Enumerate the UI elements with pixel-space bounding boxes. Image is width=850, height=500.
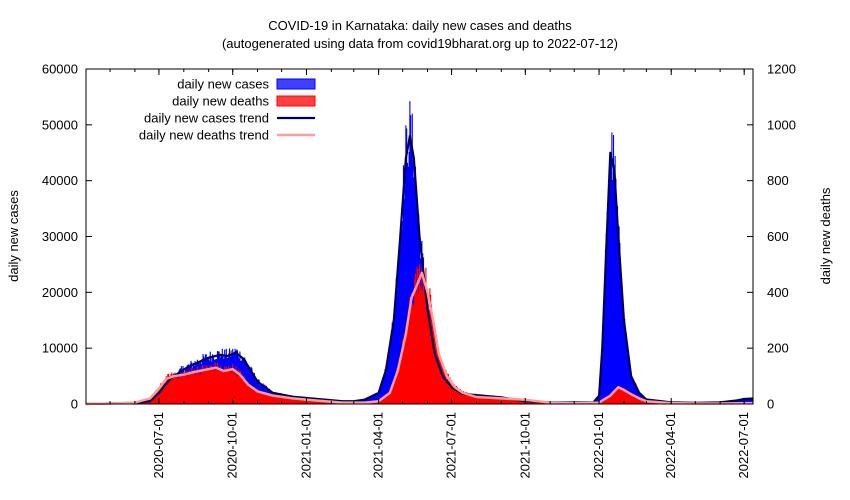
x-tick-label: 2021-01-01 [298,412,313,479]
daily-new-deaths-trend-line [85,271,754,406]
x-tick-label: 2020-07-01 [151,412,166,479]
y2-tick-label: 200 [767,341,789,356]
y-tick-label: 60000 [42,62,78,77]
y-tick-label: 20000 [42,285,78,300]
daily-new-deaths-bars [86,263,754,404]
legend: daily new cases daily new deaths daily new… [139,77,316,143]
y-tick-label: 10000 [42,341,78,356]
daily-new-cases-trend-line [85,134,754,406]
x-tick-label: 2022-07-01 [736,412,751,479]
x-tick-label: 2020-10-01 [225,412,240,479]
daily-new-deaths-mark [86,263,754,404]
y2-tick-label: 600 [767,229,789,244]
y-tick-label: 30000 [42,229,78,244]
plot-area [85,101,754,406]
y-tick-label: 40000 [42,173,78,188]
x-tick-label: 2022-04-01 [663,412,678,479]
chart-title: COVID-19 in Karnataka: daily new cases a… [268,18,572,33]
chart-title-group: COVID-19 in Karnataka: daily new cases a… [222,18,618,51]
x-tick-label: 2021-10-01 [517,412,532,479]
legend-label: daily new cases trend [144,111,269,126]
y2-tick-label: 0 [767,397,774,412]
legend-swatch [276,95,316,107]
y2-axis-label: daily new deaths [818,187,833,284]
y2-tick-label: 400 [767,285,789,300]
y2-tick-label: 1000 [767,117,796,132]
chart-subtitle: (autogenerated using data from covid19bh… [222,36,618,51]
y-axis-label: daily new cases [6,190,21,282]
legend-label: daily new deaths trend [139,128,269,143]
y2-tick-label: 1200 [767,62,796,77]
legend-swatch [276,78,316,90]
y-tick-label: 50000 [42,117,78,132]
legend-label: daily new deaths [172,94,269,109]
y-tick-label: 0 [71,397,78,412]
legend-label: daily new cases [177,77,269,92]
x-tick-label: 2022-01-01 [591,412,606,479]
y2-tick-label: 800 [767,173,789,188]
x-tick-label: 2021-07-01 [444,412,459,479]
x-tick-label: 2021-04-01 [371,412,386,479]
axes: 0 10000 20000 30000 40000 50000 60000 0 200 400 60… [42,62,796,479]
